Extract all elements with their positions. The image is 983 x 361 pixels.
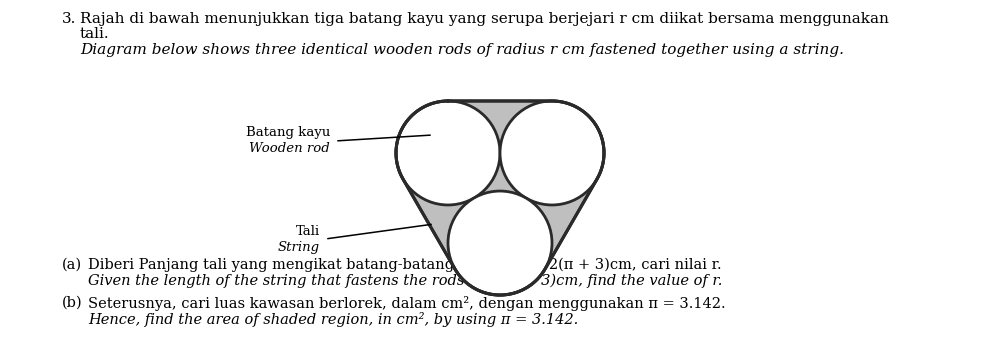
Text: Tali: Tali — [296, 225, 320, 238]
Circle shape — [448, 191, 552, 295]
Circle shape — [396, 101, 500, 205]
Polygon shape — [396, 101, 604, 295]
Text: Diagram below shows three identical wooden rods of radius r cm fastened together: Diagram below shows three identical wood… — [80, 43, 844, 57]
Circle shape — [500, 101, 604, 205]
Polygon shape — [474, 153, 526, 198]
Text: Hence, find the area of shaded region, in cm², by using π = 3.142.: Hence, find the area of shaded region, i… — [88, 312, 578, 327]
Text: (a): (a) — [62, 258, 83, 272]
Text: Seterusnya, cari luas kawasan berlorek, dalam cm², dengan menggunakan π = 3.142.: Seterusnya, cari luas kawasan berlorek, … — [88, 296, 725, 311]
Polygon shape — [526, 179, 597, 269]
Text: Given the length of the string that fastens the rods is 12(π + 3)cm, find the va: Given the length of the string that fast… — [88, 274, 723, 288]
Polygon shape — [403, 179, 474, 269]
Polygon shape — [448, 101, 552, 153]
Text: Wooden rod: Wooden rod — [250, 143, 330, 156]
Text: tali.: tali. — [80, 27, 110, 41]
Text: Rajah di bawah menunjukkan tiga batang kayu yang serupa berjejari r cm diikat be: Rajah di bawah menunjukkan tiga batang k… — [80, 12, 889, 26]
Text: 3.: 3. — [62, 12, 77, 26]
Text: Diberi Panjang tali yang mengikat batang-batang kayu ialah 12(π + 3)cm, cari nil: Diberi Panjang tali yang mengikat batang… — [88, 258, 722, 273]
Text: (b): (b) — [62, 296, 83, 310]
Text: String: String — [278, 240, 320, 253]
Text: Batang kayu: Batang kayu — [246, 126, 330, 139]
